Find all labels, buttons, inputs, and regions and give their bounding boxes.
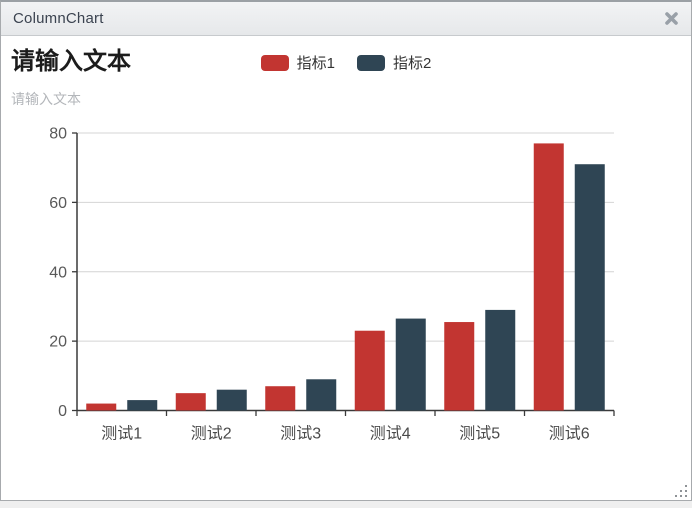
x-axis-label-测试5: 测试5: [459, 425, 500, 443]
y-axis-label-20: 20: [49, 334, 67, 351]
legend-item-指标1[interactable]: 指标1: [260, 52, 335, 73]
y-axis-label-0: 0: [58, 403, 67, 420]
close-icon: [664, 12, 678, 25]
bar-指标2-测试2[interactable]: [216, 389, 247, 411]
x-axis-label-测试4: 测试4: [370, 425, 411, 443]
close-button[interactable]: [661, 9, 681, 29]
x-axis-label-测试3: 测试3: [280, 425, 321, 443]
x-axis-label-测试1: 测试1: [101, 425, 142, 443]
bar-指标1-测试2[interactable]: [175, 393, 206, 411]
bar-指标1-测试4[interactable]: [354, 330, 385, 411]
chart-title: 请输入文本: [11, 48, 131, 75]
legend-swatch-icon: [357, 54, 385, 71]
window-title: ColumnChart: [13, 10, 104, 27]
legend-swatch-icon: [260, 54, 289, 71]
legend-item-指标2[interactable]: 指标2: [357, 52, 431, 73]
column-chart: 0 20 40 60 80 测试1 测试2 测试3 测试4 测试5 测试6: [49, 126, 615, 443]
bar-指标1-测试3[interactable]: [265, 386, 296, 411]
bar-指标2-测试1[interactable]: [127, 400, 158, 411]
bar-指标2-测试5[interactable]: [485, 309, 516, 411]
chart-subtitle: 请输入文本: [11, 91, 81, 107]
bar-指标1-测试6[interactable]: [533, 143, 564, 411]
bar-指标2-测试6[interactable]: [574, 164, 605, 411]
x-axis-label-测试6: 测试6: [549, 425, 590, 443]
y-axis-label-40: 40: [49, 264, 67, 281]
bar-指标1-测试5[interactable]: [444, 322, 475, 411]
chart-legend: 指标1 指标2: [1, 52, 691, 73]
bar-指标2-测试3[interactable]: [306, 379, 337, 411]
resize-grip-icon[interactable]: [675, 485, 688, 498]
y-axis-label-60: 60: [49, 195, 67, 212]
x-axis-label-测试2: 测试2: [191, 425, 232, 443]
bar-指标1-测试1[interactable]: [86, 403, 117, 411]
y-axis-label-80: 80: [49, 126, 67, 143]
legend-label: 指标1: [296, 55, 335, 72]
bar-指标2-测试4[interactable]: [395, 318, 426, 411]
legend-label: 指标2: [393, 55, 432, 72]
window-titlebar[interactable]: ColumnChart: [1, 2, 691, 36]
